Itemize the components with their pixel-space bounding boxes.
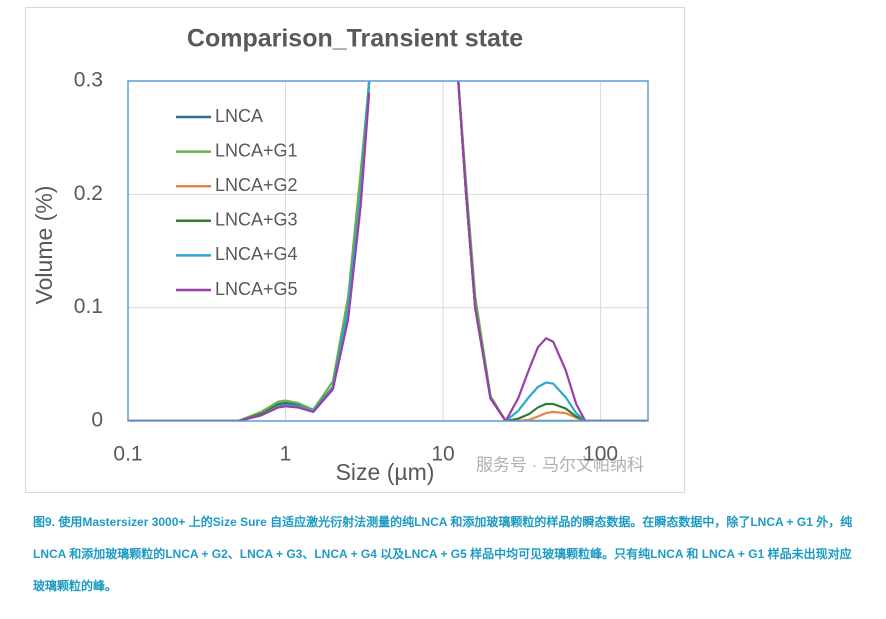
caption: 图9. 使用Mastersizer 3000+ 上的Size Sure 自适应激…: [33, 515, 853, 593]
legend-label: LNCA+G4: [215, 244, 298, 264]
plot-lines: [128, 81, 648, 421]
legend-label: LNCA: [215, 106, 263, 126]
chart-title: Comparison_Transient state: [187, 25, 523, 53]
series-line: [128, 81, 648, 421]
x-axis-label: Size (µm): [336, 459, 435, 485]
legend-label: LNCA+G3: [215, 210, 298, 230]
x-tick-label: 0.1: [113, 443, 142, 466]
chart: Comparison_Transient state Size (µm) Vol…: [25, 7, 685, 493]
x-tick-label: 100: [583, 443, 618, 466]
legend-label: LNCA+G1: [215, 140, 298, 160]
y-tick-label: 0.3: [74, 69, 103, 92]
series-line: [128, 81, 648, 421]
legend-label: LNCA+G5: [215, 279, 298, 299]
y-axis-label: Volume (%): [31, 186, 57, 305]
plot-frame: [127, 80, 649, 422]
x-tick-label: 1: [280, 443, 292, 466]
x-tick-label: 10: [431, 443, 454, 466]
legend-label: LNCA+G2: [215, 175, 298, 195]
y-tick-label: 0: [91, 409, 103, 432]
y-tick-label: 0.2: [74, 182, 103, 205]
watermark: 服务号 · 马尔文帕纳科: [476, 455, 644, 474]
y-tick-label: 0.1: [74, 295, 103, 318]
